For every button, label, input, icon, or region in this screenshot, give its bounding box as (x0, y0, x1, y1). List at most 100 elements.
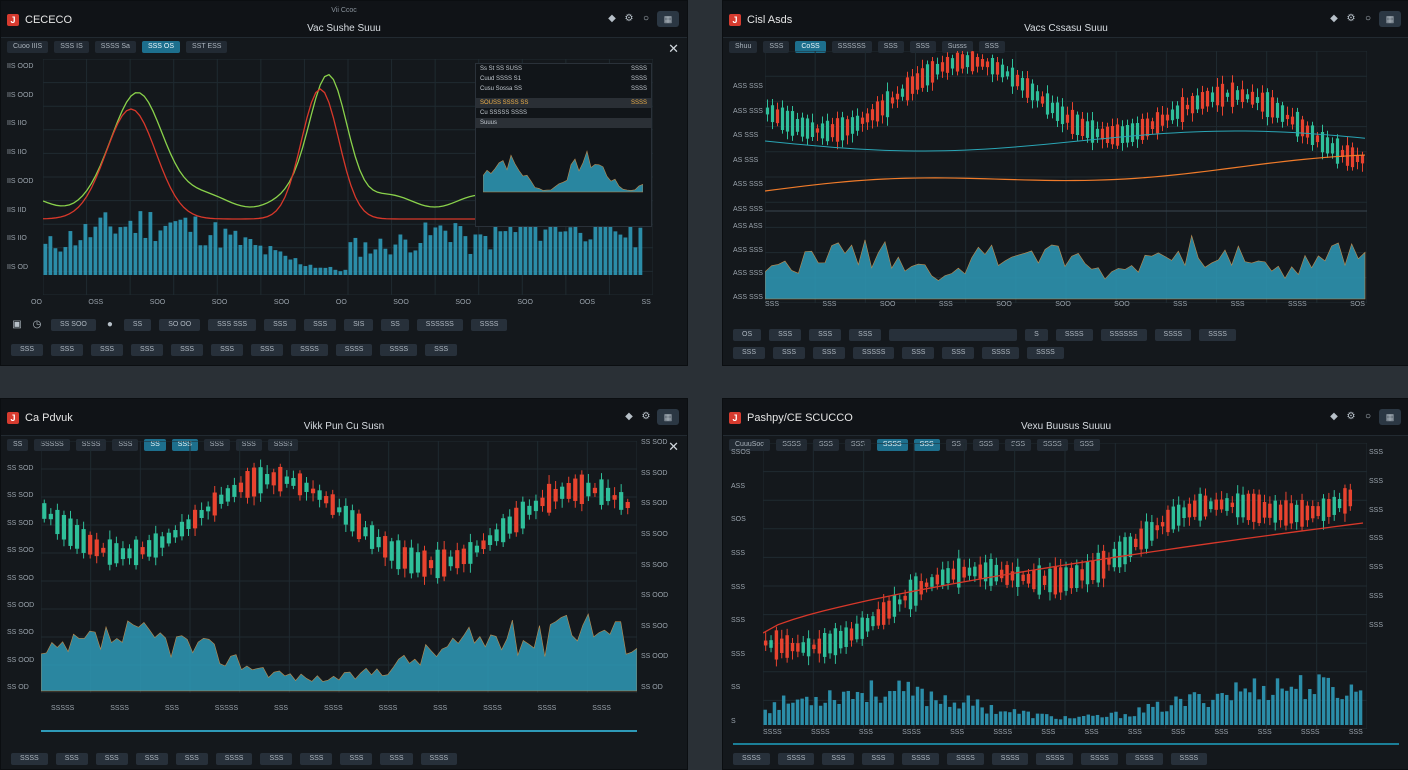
footer-button[interactable]: SSS (822, 753, 855, 765)
range-slider[interactable] (889, 329, 1018, 341)
toolbar-button[interactable]: SSS IS (54, 41, 89, 53)
diamond-icon[interactable]: ◆ (625, 411, 633, 422)
footer-button[interactable]: SSS (211, 344, 244, 356)
footer-button[interactable]: SSSS (1170, 753, 1208, 765)
layout-icon[interactable]: ▦ (1379, 409, 1401, 425)
circle-icon[interactable]: ○ (642, 13, 650, 24)
toolbar-button[interactable]: SSS (909, 41, 936, 53)
footer-button[interactable]: SSS (733, 347, 766, 359)
diamond-icon[interactable]: ◆ (608, 13, 616, 24)
toolbar-button[interactable]: SSSSS (34, 439, 70, 451)
toolbar-button[interactable]: SSS (812, 439, 839, 451)
footer-button[interactable]: SSS (942, 347, 975, 359)
toolbar-button[interactable]: SSS (972, 439, 999, 451)
toolbar-button[interactable]: SSSS (776, 439, 807, 451)
control-button[interactable]: SSSS (1199, 329, 1236, 341)
toolbar-button[interactable]: SSS (978, 41, 1005, 53)
toolbar-button[interactable]: SSS (171, 439, 198, 451)
toolbar-button[interactable]: SSS (1004, 439, 1031, 451)
toolbar-button[interactable]: SSS (112, 439, 139, 451)
footer-button[interactable]: SSS (175, 753, 208, 765)
diamond-icon[interactable]: ◆ (1330, 411, 1338, 422)
control-button[interactable]: SSSSSS (1100, 329, 1147, 341)
footer-button[interactable]: SSSS (380, 344, 418, 356)
close-icon[interactable]: ✕ (668, 41, 679, 56)
toolbar-button[interactable]: SSSS (876, 439, 908, 451)
toolbar-button[interactable]: SSSS (267, 439, 299, 451)
toolbar-button[interactable]: SS (144, 439, 166, 451)
toolbar-button[interactable]: SST ESS (186, 41, 228, 53)
toolbar-button[interactable]: SS (945, 439, 967, 451)
footer-button[interactable]: SSS (51, 344, 84, 356)
footer-button[interactable]: SSSS (11, 753, 48, 765)
control-button[interactable]: SSSS (1055, 329, 1093, 341)
close-icon[interactable]: ✕ (668, 439, 679, 454)
control-button[interactable]: SSS (809, 329, 842, 341)
footer-button[interactable]: SSSS (215, 753, 253, 765)
footer-button[interactable]: SSS (425, 344, 458, 356)
footer-button[interactable]: SSSS (1036, 753, 1074, 765)
footer-button[interactable]: SSSS (777, 753, 815, 765)
toolbar-button[interactable]: SSSSSS (831, 41, 872, 53)
diamond-icon[interactable]: ◆ (1330, 13, 1338, 24)
footer-button[interactable]: SSS (11, 344, 44, 356)
toolbar-button[interactable]: SSS (235, 439, 262, 451)
control-button[interactable]: SSSS (470, 319, 508, 331)
toolbar-button[interactable]: CuuuSoo (729, 439, 771, 451)
footer-button[interactable]: SSSSS (853, 347, 895, 359)
toolbar-button[interactable]: SSSS (1037, 439, 1068, 451)
control-button[interactable]: SSS SSS (208, 319, 257, 331)
control-button[interactable]: SSS (769, 329, 802, 341)
toolbar-button[interactable]: SSS (763, 41, 790, 53)
indicator-legend-panel[interactable]: Ss St SS SUSS SSSS Cuud SSSS S1 SSSS Cusu … (475, 63, 652, 227)
gear-icon[interactable]: ⚙ (624, 13, 634, 24)
footer-button[interactable]: SSS (95, 753, 128, 765)
toolbar-button[interactable]: Cuoo IIIS (7, 41, 49, 53)
footer-button[interactable]: SSSS (991, 753, 1029, 765)
toolbar-button[interactable]: SSS (844, 439, 871, 451)
price-chart[interactable] (763, 443, 1367, 729)
control-button[interactable]: SS SOO (51, 319, 96, 331)
toolbar-button[interactable]: SSS OS (141, 41, 181, 53)
footer-button[interactable]: SSS (380, 753, 413, 765)
clock-icon[interactable]: ◷ (32, 319, 42, 330)
footer-button[interactable]: SSS (902, 347, 935, 359)
toolbar-button[interactable]: SSS (877, 41, 904, 53)
footer-button[interactable]: SSSS (1027, 347, 1064, 359)
control-button[interactable]: SSS (849, 329, 882, 341)
toolbar-button[interactable]: SS (7, 439, 29, 451)
toolbar-button[interactable]: CoSS (795, 41, 826, 53)
footer-button[interactable]: SSS (260, 753, 293, 765)
price-chart[interactable] (41, 441, 637, 693)
footer-button[interactable]: SSS (773, 347, 806, 359)
toolbar-button[interactable]: Shuu (729, 41, 758, 53)
toolbar-button[interactable]: Susss (941, 41, 973, 53)
footer-button[interactable]: SSS (91, 344, 124, 356)
toolbar-button[interactable]: SSSS Sa (94, 41, 136, 53)
footer-button[interactable]: SSS (131, 344, 164, 356)
control-button[interactable]: S (1025, 329, 1048, 341)
footer-button[interactable]: SSS (340, 753, 373, 765)
control-button[interactable]: SSS (264, 319, 297, 331)
footer-button[interactable]: SSS (862, 753, 895, 765)
footer-button[interactable]: SSS (135, 753, 168, 765)
footer-button[interactable]: SSSS (420, 753, 458, 765)
footer-button[interactable]: SSSS (733, 753, 770, 765)
circle-icon[interactable]: ○ (1364, 13, 1372, 24)
toolbar-button[interactable]: SSS (913, 439, 940, 451)
gear-icon[interactable]: ⚙ (1346, 13, 1356, 24)
footer-button[interactable]: SSSS (1081, 753, 1118, 765)
footer-button[interactable]: SSSS (982, 347, 1020, 359)
control-button[interactable]: SIS (344, 319, 374, 331)
footer-button[interactable]: SSSS (902, 753, 940, 765)
control-button[interactable]: SO OO (159, 319, 201, 331)
toolbar-button[interactable]: SSS (203, 439, 230, 451)
control-button[interactable]: SS (381, 319, 409, 331)
price-chart[interactable] (765, 51, 1367, 303)
control-button[interactable]: SSS (304, 319, 337, 331)
layout-icon[interactable]: ▦ (657, 409, 679, 425)
scroll-track[interactable] (733, 743, 1399, 745)
footer-button[interactable]: SSSS (1125, 753, 1163, 765)
record-icon[interactable]: ● (106, 319, 113, 330)
control-button[interactable]: OS (733, 329, 762, 341)
